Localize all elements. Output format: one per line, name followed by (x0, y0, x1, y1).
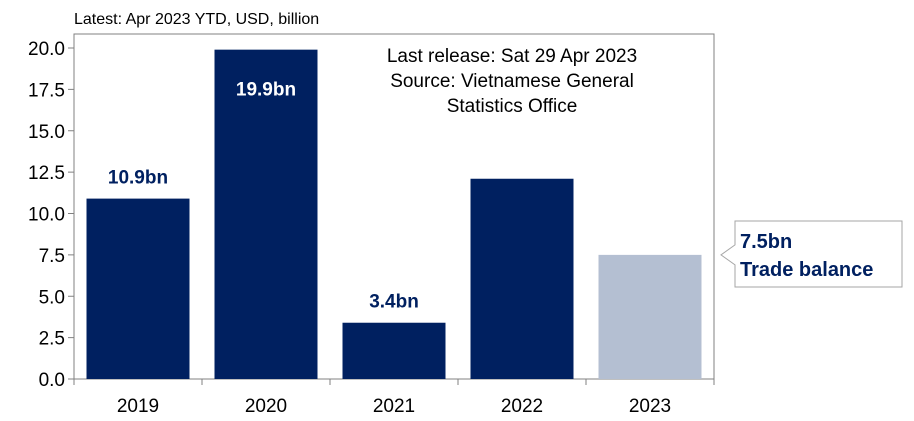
x-tick-label: 2020 (245, 396, 287, 417)
y-tick-label: 17.5 (28, 80, 65, 101)
note-line: Source: Vietnamese General (390, 71, 634, 92)
y-tick-label: 12.5 (28, 163, 65, 184)
bar-2023 (598, 254, 702, 379)
callout-value: 7.5bn (740, 231, 792, 253)
y-tick-label: 2.5 (39, 329, 65, 350)
bar-2021 (342, 322, 446, 379)
x-tick-label: 2023 (629, 396, 671, 417)
y-tick-label: 5.0 (39, 287, 65, 308)
y-tick-label: 0.0 (39, 370, 65, 391)
y-tick-label: 20.0 (28, 39, 65, 60)
x-tick-label: 2022 (501, 396, 543, 417)
x-tick-label: 2021 (373, 396, 415, 417)
bar-2019 (86, 198, 190, 379)
trade-balance-callout: 7.5bn Trade balance (720, 220, 903, 288)
y-tick-label: 7.5 (39, 246, 65, 267)
y-tick-label: 15.0 (28, 122, 65, 143)
note-line: Last release: Sat 29 Apr 2023 (387, 46, 637, 67)
chart-subtitle: Latest: Apr 2023 YTD, USD, billion (74, 11, 319, 28)
plot-area: 0.0 2.5 5.0 7.5 10.0 12.5 15.0 17.5 20.0 2019 10.9… (28, 33, 715, 417)
y-tick-label: 10.0 (28, 205, 65, 226)
bar-2020 (214, 49, 318, 379)
data-label: 10.9bn (108, 168, 168, 189)
data-label: 3.4bn (369, 292, 419, 313)
source-note: Last release: Sat 29 Apr 2023 Source: Vie… (387, 46, 637, 117)
x-tick-label: 2019 (117, 396, 159, 417)
callout-label: Trade balance (740, 259, 873, 281)
callout-box (720, 220, 903, 288)
data-label: 19.9bn (236, 80, 296, 101)
note-line: Statistics Office (447, 96, 578, 117)
bar-2022 (470, 178, 574, 379)
